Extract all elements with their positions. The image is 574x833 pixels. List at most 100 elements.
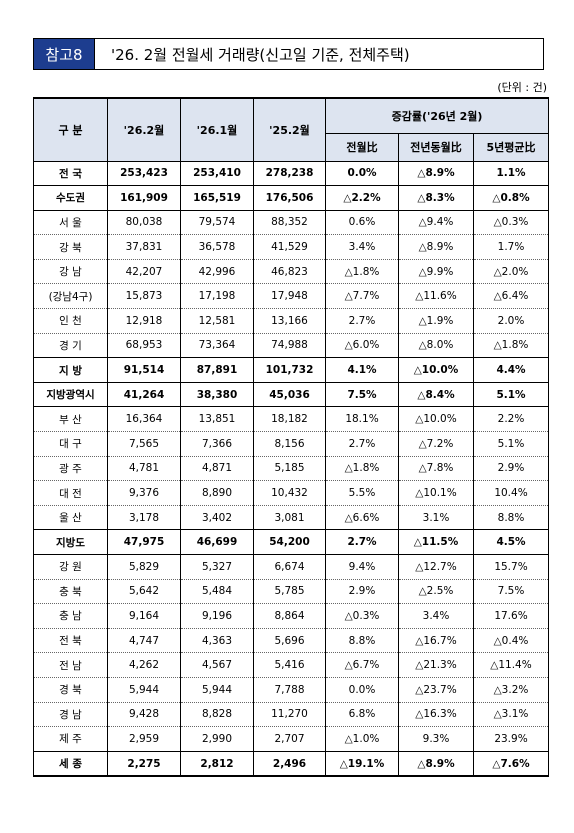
row-label: 수도권 <box>33 185 108 211</box>
cell: △8.9% <box>398 234 474 260</box>
cell: 54,200 <box>253 529 326 555</box>
cell: 1.7% <box>473 234 549 260</box>
cell: 10.4% <box>473 480 549 506</box>
cell: 12,581 <box>180 308 254 334</box>
cell: △1.8% <box>325 456 399 482</box>
table-row: 전 국 253,423 253,410 278,238 0.0% △8.9% 1.1% <box>33 161 549 187</box>
cell: 10,432 <box>253 480 326 506</box>
cell: △1.8% <box>325 259 399 285</box>
cell: 6.8% <box>325 702 399 728</box>
cell: 47,975 <box>107 529 181 555</box>
row-label: 서 울 <box>33 210 108 236</box>
cell: △16.7% <box>398 628 474 654</box>
cell: 87,891 <box>180 357 254 383</box>
row-label: 세 종 <box>33 751 108 777</box>
cell: △7.2% <box>398 431 474 457</box>
cell: 2,990 <box>180 726 254 752</box>
row-label: 경 북 <box>33 677 108 703</box>
row-label: 경 남 <box>33 702 108 728</box>
cell: 7,366 <box>180 431 254 457</box>
cell: 253,423 <box>107 161 181 187</box>
cell: 8,864 <box>253 603 326 629</box>
cell: △6.6% <box>325 505 399 531</box>
cell: 0.6% <box>325 210 399 236</box>
cell: 6,674 <box>253 554 326 580</box>
cell: △0.3% <box>473 210 549 236</box>
cell: 68,953 <box>107 333 181 359</box>
table-row: 강 북 37,831 36,578 41,529 3.4% △8.9% 1.7% <box>33 234 549 260</box>
cell: 17.6% <box>473 603 549 629</box>
cell: 4.5% <box>473 529 549 555</box>
cell: 16,364 <box>107 406 181 433</box>
cell: 7.5% <box>325 382 399 408</box>
cell: 9,196 <box>180 603 254 629</box>
cell: 11,270 <box>253 702 326 728</box>
cell: △3.1% <box>473 702 549 728</box>
cell: 41,529 <box>253 234 326 260</box>
cell: △3.2% <box>473 677 549 703</box>
cell: 4.1% <box>325 357 399 383</box>
table-row: 전 북 4,747 4,363 5,696 8.8% △16.7% △0.4% <box>33 628 549 654</box>
table-row: 서 울 80,038 79,574 88,352 0.6% △9.4% △0.3% <box>33 210 549 236</box>
cell: 46,823 <box>253 259 326 285</box>
cell: △19.1% <box>325 751 399 777</box>
cell: 13,166 <box>253 308 326 334</box>
cell: 5.1% <box>473 431 549 457</box>
cell: 1.1% <box>473 161 549 187</box>
cell: △6.4% <box>473 283 549 310</box>
row-label: 전 북 <box>33 628 108 654</box>
cell: 161,909 <box>107 185 181 211</box>
cell: △6.7% <box>325 652 399 678</box>
cell: 5,696 <box>253 628 326 654</box>
cell: 5.1% <box>473 382 549 408</box>
cell: 2.7% <box>325 529 399 555</box>
cell: 2,707 <box>253 726 326 752</box>
row-label: 인 천 <box>33 308 108 334</box>
cell: 5,785 <box>253 579 326 605</box>
cell: △2.2% <box>325 185 399 211</box>
cell: △2.5% <box>398 579 474 605</box>
table-row: 대 전 9,376 8,890 10,432 5.5% △10.1% 10.4% <box>33 480 549 506</box>
doc-title: '26. 2월 전월세 거래량(신고일 기준, 전체주택) <box>95 38 544 70</box>
cell: 73,364 <box>180 333 254 359</box>
row-label: 전 남 <box>33 652 108 678</box>
cell: 42,996 <box>180 259 254 285</box>
table-row: 경 남 9,428 8,828 11,270 6.8% △16.3% △3.1% <box>33 702 549 728</box>
row-label: 지방광역시 <box>33 382 108 408</box>
cell: 3.4% <box>398 603 474 629</box>
table-row: 지방광역시 41,264 38,380 45,036 7.5% △8.4% 5.1% <box>33 382 549 408</box>
cell: △1.8% <box>473 333 549 359</box>
cell: 8,890 <box>180 480 254 506</box>
cell: △0.3% <box>325 603 399 629</box>
row-label: 강 북 <box>33 234 108 260</box>
cell: 4,363 <box>180 628 254 654</box>
table-row: 지방도 47,975 46,699 54,200 2.7% △11.5% 4.5% <box>33 529 549 555</box>
row-label: 충 남 <box>33 603 108 629</box>
cell: 17,198 <box>180 283 254 310</box>
cell: 42,207 <box>107 259 181 285</box>
cell: 2.9% <box>473 456 549 482</box>
cell: 2.0% <box>473 308 549 334</box>
row-label: 광 주 <box>33 456 108 482</box>
table-row: 강 원 5,829 5,327 6,674 9.4% △12.7% 15.7% <box>33 554 549 580</box>
cell: 8,828 <box>180 702 254 728</box>
row-label: 부 산 <box>33 406 108 433</box>
cell: 176,506 <box>253 185 326 211</box>
header-cell: 5년평균比 <box>473 132 549 162</box>
cell: 7,565 <box>107 431 181 457</box>
cell: 46,699 <box>180 529 254 555</box>
cell: △16.3% <box>398 702 474 728</box>
header-cell: 증감률('26년 2월) <box>325 97 549 134</box>
table-row: (강남4구) 15,873 17,198 17,948 △7.7% △11.6% △6.4% <box>33 283 549 310</box>
cell: 2,275 <box>107 751 181 777</box>
row-label: 제 주 <box>33 726 108 752</box>
cell: 5,416 <box>253 652 326 678</box>
cell: 4,262 <box>107 652 181 678</box>
cell: 0.0% <box>325 677 399 703</box>
cell: △1.9% <box>398 308 474 334</box>
table-row: 강 남 42,207 42,996 46,823 △1.8% △9.9% △2.0% <box>33 259 549 285</box>
cell: △0.8% <box>473 185 549 211</box>
cell: 41,264 <box>107 382 181 408</box>
cell: 4,871 <box>180 456 254 482</box>
cell: 101,732 <box>253 357 326 383</box>
